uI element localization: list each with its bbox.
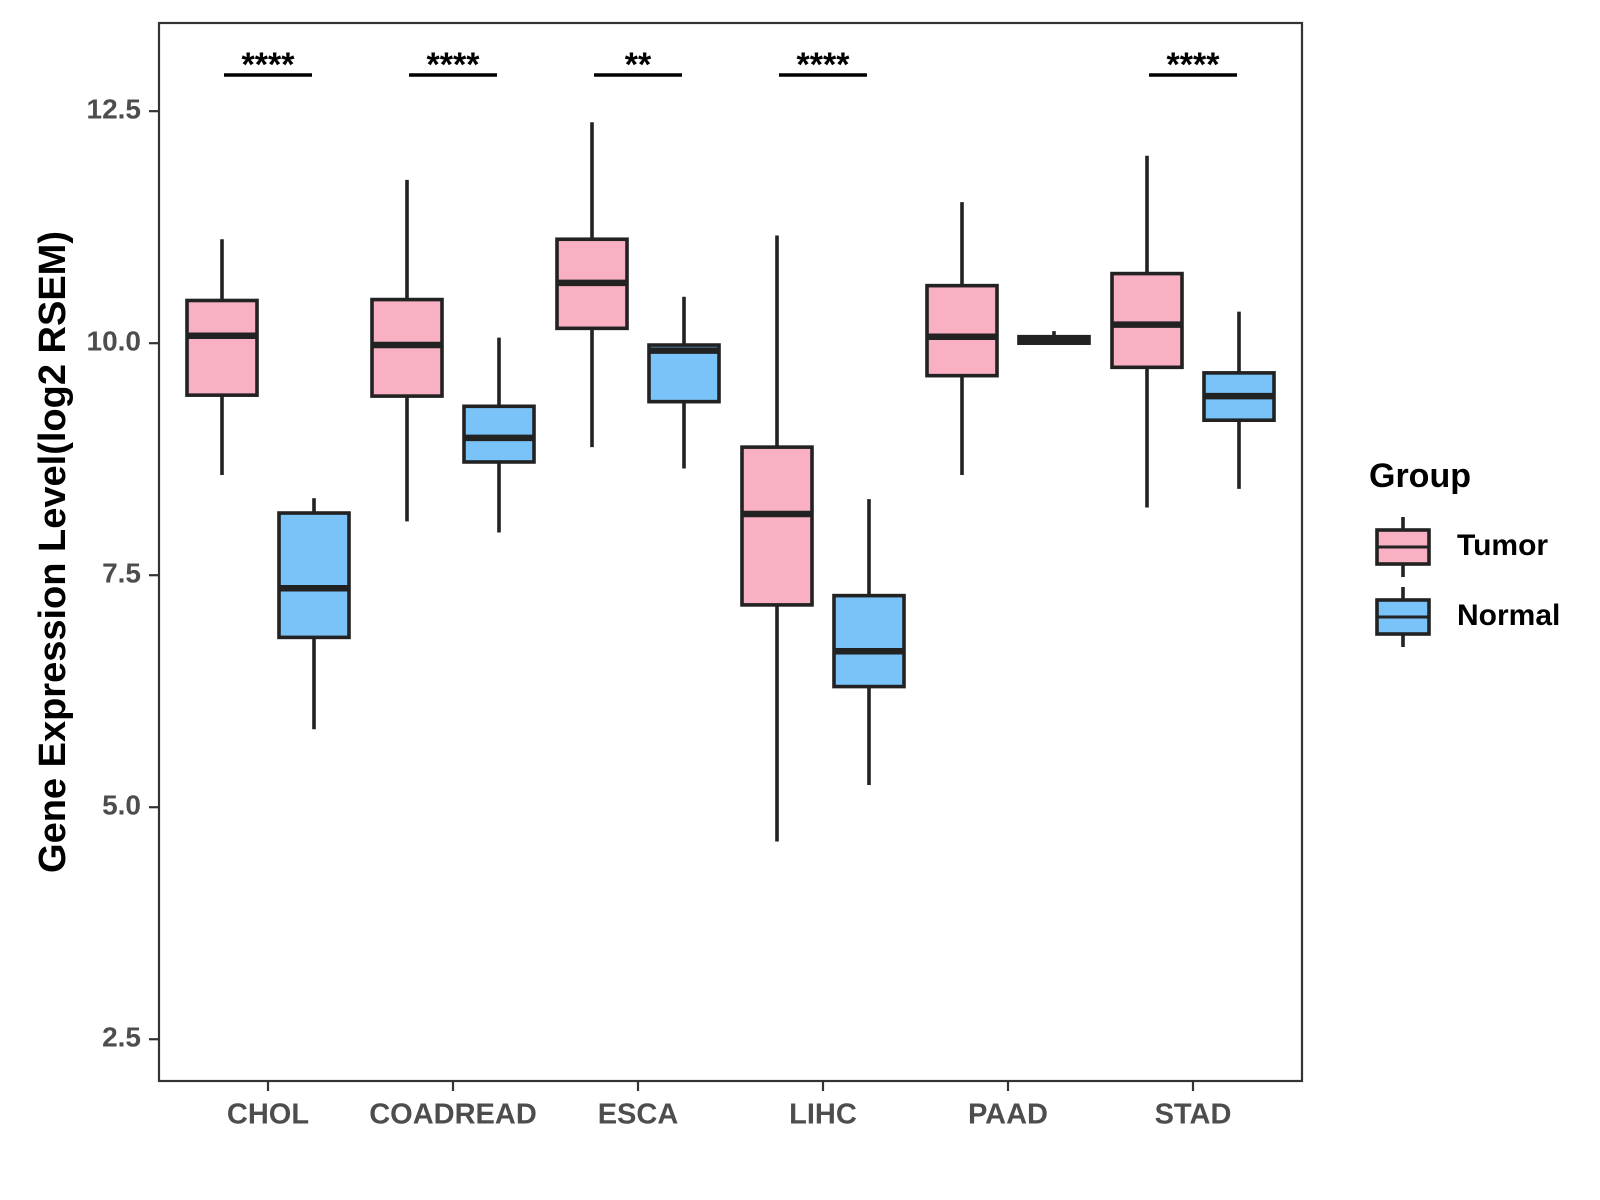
- x-axis: CHOL COADREAD ESCA LIHC PAAD STAD: [227, 1081, 1231, 1131]
- box-tumor-lihc: [740, 235, 814, 842]
- box-body: [832, 593, 906, 689]
- box-series: [185, 122, 1276, 842]
- box-normal-esca: [647, 296, 721, 469]
- box-tumor-paad: [925, 202, 999, 475]
- box-normal-lihc: [832, 499, 906, 785]
- significance-label: ****: [797, 46, 851, 84]
- box-normal-coadread: [462, 337, 536, 533]
- box-tumor-stad: [1110, 155, 1184, 508]
- box-normal-stad: [1202, 311, 1276, 489]
- significance-annotations: **** **** ** **** ****: [224, 46, 1237, 84]
- box-body: [740, 445, 814, 607]
- y-tick-label: 7.5: [102, 558, 141, 589]
- legend-label: Tumor: [1457, 529, 1548, 562]
- x-tick-label-stad: STAD: [1155, 1099, 1232, 1131]
- legend: Group Tumor Normal: [1369, 457, 1560, 647]
- y-axis-title: Gene Expression Level(log2 RSEM): [32, 231, 74, 873]
- significance-label: ****: [242, 46, 296, 84]
- y-tick-label: 2.5: [102, 1022, 141, 1053]
- y-tick-label: 5.0: [102, 790, 141, 821]
- box-tumor-esca: [555, 122, 629, 448]
- box-tumor-chol: [185, 239, 259, 475]
- box-normal-paad: [1017, 331, 1091, 345]
- significance-label: ****: [427, 46, 481, 84]
- x-tick-label-paad: PAAD: [968, 1099, 1048, 1131]
- box-normal-chol: [277, 498, 351, 730]
- y-tick-label: 10.0: [87, 326, 142, 357]
- x-tick-label-esca: ESCA: [598, 1099, 679, 1131]
- box-body: [277, 511, 351, 640]
- y-tick-label: 12.5: [87, 94, 142, 125]
- box-body: [185, 298, 259, 397]
- x-tick-label-lihc: LIHC: [789, 1099, 857, 1131]
- box-body: [925, 283, 999, 378]
- significance-label: ****: [1167, 46, 1221, 84]
- box-body: [647, 343, 721, 404]
- box-tumor-coadread: [370, 179, 444, 522]
- legend-title: Group: [1369, 457, 1471, 495]
- x-tick-label-coadread: COADREAD: [369, 1099, 537, 1131]
- legend-label: Normal: [1457, 599, 1560, 632]
- box-body: [462, 404, 536, 464]
- legend-item-tumor: Tumor: [1375, 517, 1548, 577]
- box-body: [1110, 271, 1184, 370]
- significance-label: **: [625, 46, 652, 84]
- y-axis: 2.5 5.0 7.5 10.0 12.5: [87, 94, 159, 1053]
- x-tick-label-chol: CHOL: [227, 1099, 309, 1131]
- legend-item-normal: Normal: [1375, 587, 1560, 647]
